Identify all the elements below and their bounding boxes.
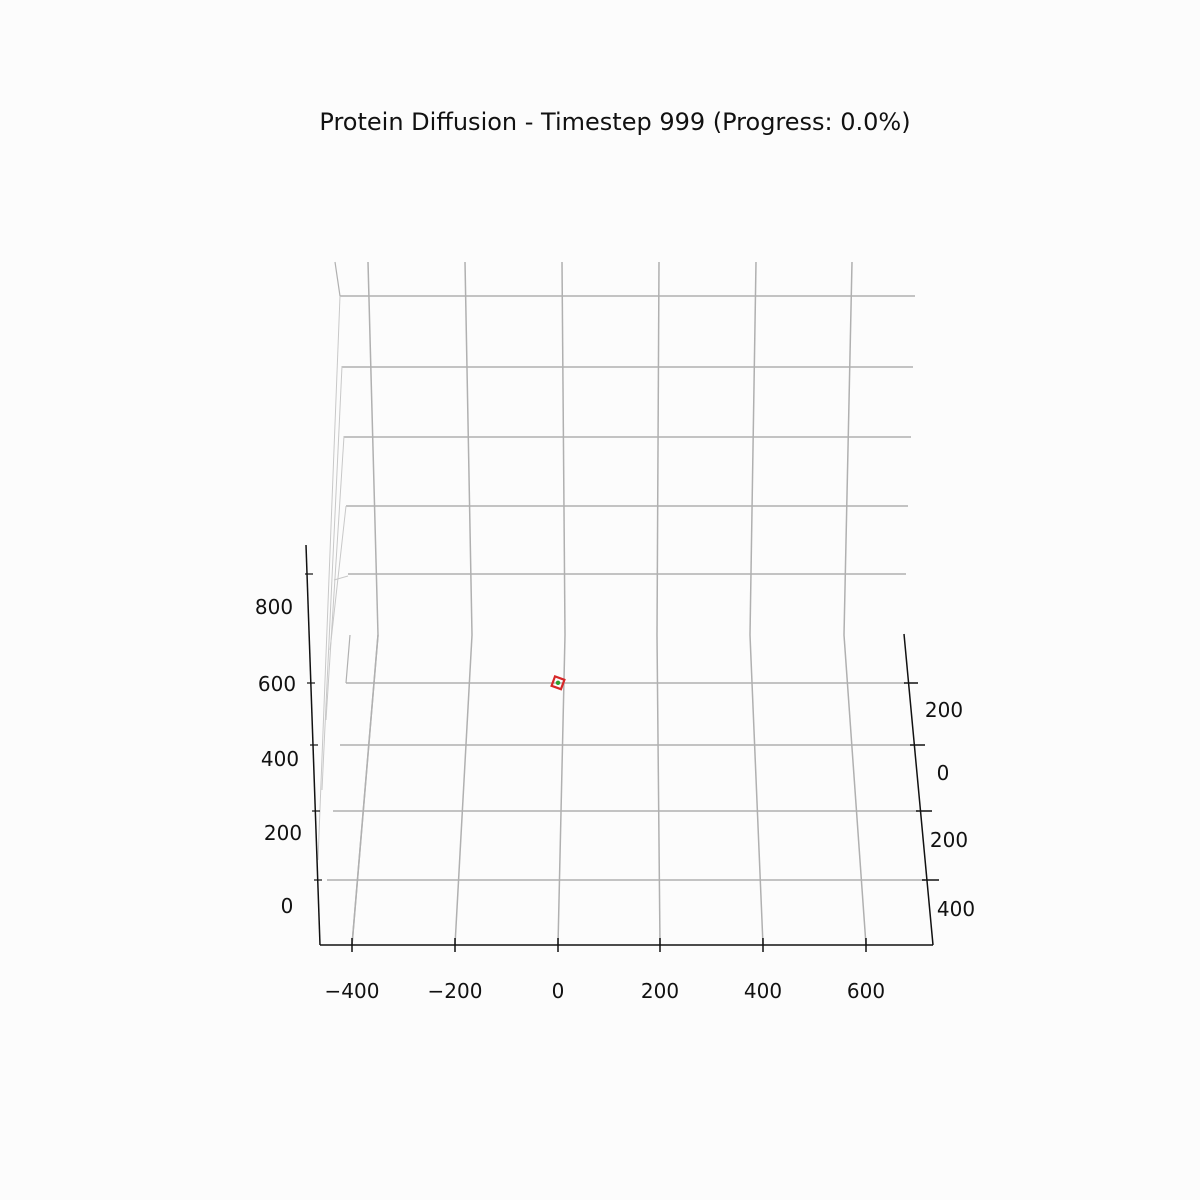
x-gridline bbox=[656, 261, 660, 636]
data-point-square bbox=[550, 674, 566, 691]
wall-gridline bbox=[346, 506, 378, 635]
x-tick-label: 200 bbox=[641, 979, 679, 1003]
y-tick-label: 400 bbox=[937, 897, 975, 921]
x-gridline bbox=[351, 634, 379, 946]
wall-gridline bbox=[348, 574, 378, 635]
grid-layer bbox=[317, 261, 925, 946]
wall-gridline bbox=[325, 435, 345, 721]
z-tick-label: 200 bbox=[264, 821, 302, 845]
x-tick-label: 600 bbox=[847, 979, 885, 1003]
wall-gridline bbox=[334, 261, 341, 297]
x-gridline bbox=[454, 634, 473, 946]
data-marks bbox=[550, 674, 566, 691]
x-gridline bbox=[749, 634, 764, 946]
wall-gridline bbox=[317, 295, 341, 861]
z-tick-label: 800 bbox=[255, 595, 293, 619]
wall-gridline bbox=[340, 296, 378, 635]
wall-gridline bbox=[333, 575, 349, 581]
data-point bbox=[555, 680, 561, 685]
y-tick-label: 200 bbox=[930, 828, 968, 852]
x-gridline bbox=[464, 261, 473, 636]
x-gridline bbox=[656, 634, 661, 946]
axis-layer: −400 −200 0 200 400 600 200 0 200 400 0 200 400 600 80… bbox=[255, 544, 975, 1003]
y-tick-label: 200 bbox=[925, 698, 963, 722]
x-gridline bbox=[749, 261, 757, 636]
wall-gridline bbox=[329, 505, 347, 651]
wall-gridline bbox=[321, 365, 343, 791]
z-tick-label: 0 bbox=[281, 894, 294, 918]
x-gridline bbox=[843, 634, 867, 946]
x-gridline bbox=[843, 261, 853, 636]
x-gridline bbox=[367, 261, 379, 636]
chart-title: Protein Diffusion - Timestep 999 (Progre… bbox=[319, 108, 910, 136]
x-tick-label: 400 bbox=[744, 979, 782, 1003]
y-tick-label: 0 bbox=[937, 761, 950, 785]
x-gridline bbox=[561, 261, 566, 636]
floor-gridline bbox=[345, 634, 351, 684]
x-tick-label: −400 bbox=[325, 979, 380, 1003]
x-gridline bbox=[557, 634, 566, 946]
z-tick-label: 600 bbox=[258, 672, 296, 696]
x-tick-label: −200 bbox=[428, 979, 483, 1003]
x-tick-label: 0 bbox=[552, 979, 565, 1003]
z-tick-label: 400 bbox=[261, 747, 299, 771]
y-axis-line bbox=[903, 633, 934, 946]
